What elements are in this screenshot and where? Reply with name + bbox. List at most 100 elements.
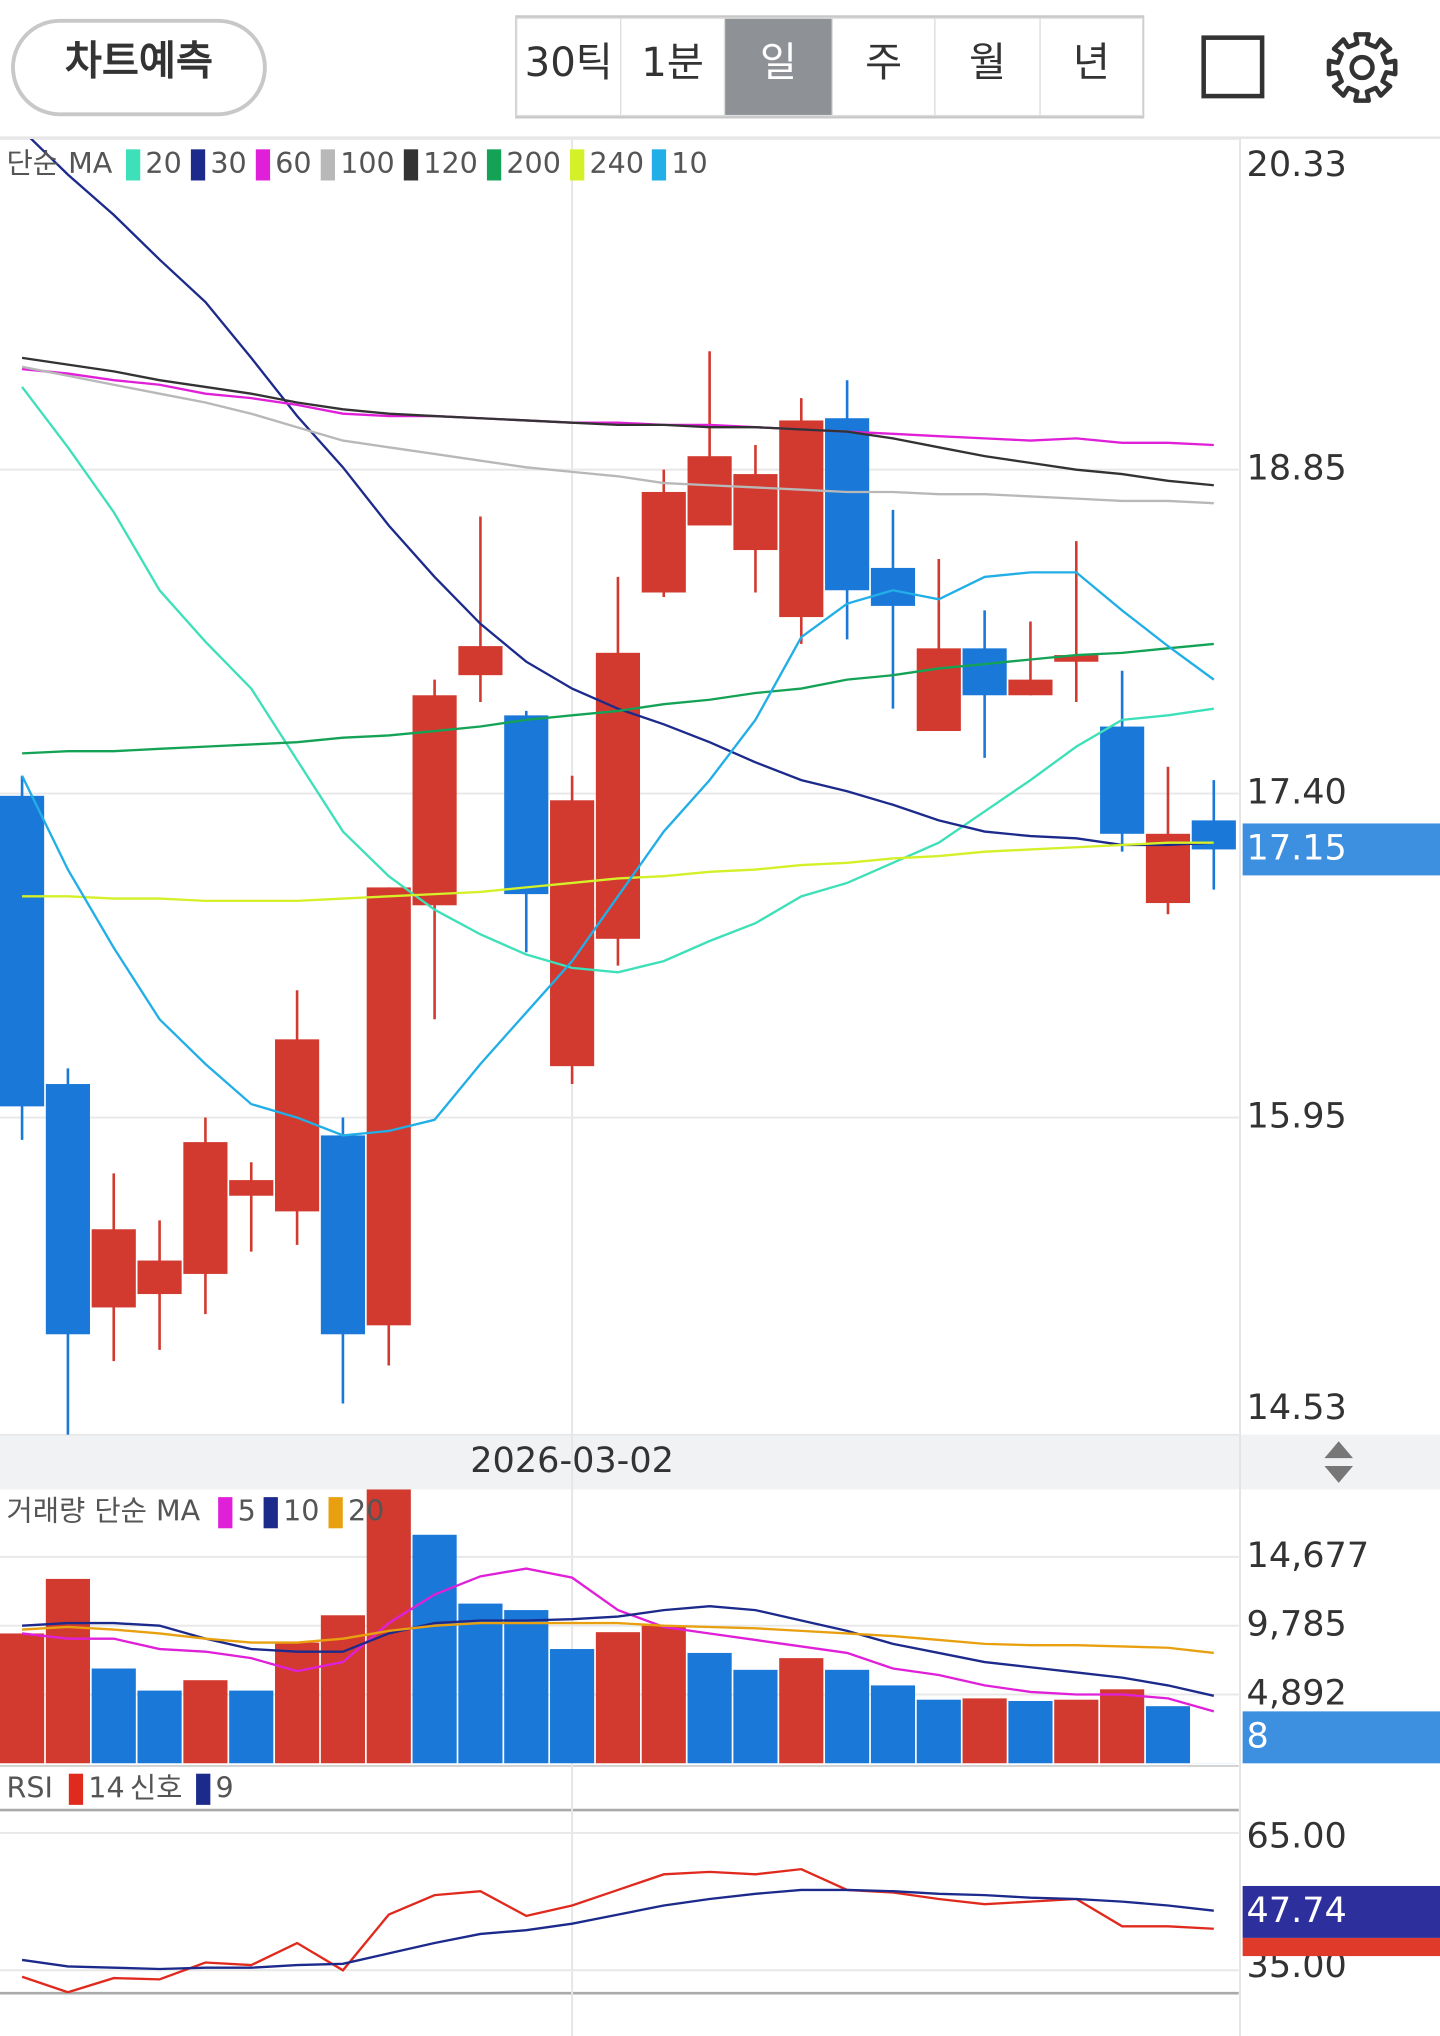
volume-bar [183,1680,228,1764]
period-label[interactable]: 30틱 [525,40,613,86]
last-value-box-secondary [1242,1937,1440,1957]
legend-swatch [403,149,419,181]
legend-swatch [68,1773,84,1805]
volume-bar [595,1632,641,1764]
legend-swatch [125,149,141,181]
candle-body [641,491,686,593]
candle-body [733,474,778,551]
predict-button-label[interactable]: 차트예측 [65,39,213,85]
indicator-line [22,841,1214,903]
legend-label: 9 [216,1770,234,1804]
volume-bar [458,1603,503,1764]
volume-bar [1145,1706,1191,1764]
candle-body [91,1229,136,1308]
legend-label: 5 [238,1494,256,1528]
volume-bar [229,1690,274,1764]
resize-down-icon[interactable] [1324,1465,1354,1483]
legend-label: 20 [145,146,181,180]
chart-layer: 2026-03-02 14.53 15.95 17.40 18.85 20.33 단순 MA… [0,137,1440,2036]
legend-label: 14 [88,1770,124,1804]
volume-bar [779,1658,824,1764]
period-selector: 30틱 1분 일 주 월 년 [515,15,1145,119]
y-tick-label: 17.40 [1247,772,1347,813]
candle-body [366,887,411,1326]
candle-body [687,456,732,526]
legend-label: 120 [423,146,478,180]
predict-button[interactable] [11,18,267,117]
volume-bar [45,1578,90,1764]
candle-body [320,1135,365,1335]
legend-title: RSI [6,1770,52,1804]
volume-bar [1054,1699,1099,1764]
legend-title: 거래량 단순 MA [6,1494,200,1528]
period-label[interactable]: 년 [1073,40,1110,86]
date-strip [0,1434,1440,1490]
volume-bar [1008,1700,1053,1764]
volume-bar [641,1625,686,1764]
volume-bar [687,1652,732,1764]
period-button[interactable] [723,17,833,117]
volume-bar [366,1489,411,1764]
indicator-line [22,642,1214,755]
volume-bar [916,1699,961,1764]
period-button[interactable] [516,17,622,117]
candle-body [870,567,916,606]
indicator-line [21,571,1215,1137]
legend-swatch [320,149,336,181]
last-value-box [1242,1711,1440,1764]
volume-bar [550,1649,595,1764]
period-label[interactable]: 1분 [641,40,704,86]
period-button[interactable] [1039,17,1144,117]
candle-body [1054,655,1099,662]
indicator-line [21,1867,1214,1994]
period-label[interactable]: 일 [760,40,797,86]
period-button[interactable] [934,17,1041,117]
candle-body [550,800,595,1067]
plot-area [21,1867,1214,1994]
legend-label: 30 [210,146,246,180]
legend-label: 10 [671,146,707,180]
legend-swatch [328,1497,343,1529]
gear-outline [1326,32,1398,103]
candle-body [458,646,503,676]
candle-body [275,1039,320,1212]
candle-body [1008,679,1053,696]
resize-up-icon[interactable] [1324,1441,1354,1459]
period-button[interactable] [831,17,936,117]
legend-swatch [218,1497,233,1529]
legend-label: 200 [506,146,561,180]
candle-body [137,1260,182,1295]
legend-swatch [196,1773,211,1805]
candle-body [962,648,1007,696]
indicator-line [21,1567,1215,1713]
indicator-line [22,1621,1214,1655]
period-label[interactable]: 월 [969,40,1006,86]
volume-bar [870,1685,916,1764]
indicator-line [22,1605,1215,1697]
last-value-label: 47.74 [1247,1890,1347,1931]
plot-area [0,138,1236,1435]
y-tick-label: 9,785 [1247,1604,1347,1645]
indicator-line [21,356,1214,487]
volume-bar [1100,1689,1145,1764]
settings-icon[interactable] [1326,32,1398,103]
period-button[interactable] [620,17,726,117]
candle-body [229,1180,274,1196]
y-tick-label: 14.53 [1247,1387,1347,1428]
candle-body [1100,726,1145,834]
volume-bar [733,1669,778,1764]
legend-label: 100 [340,146,395,180]
volume-bar [504,1610,549,1764]
last-value-label: 8 [1247,1715,1269,1756]
candle-body [825,418,870,591]
x-tick-label: 2026-03-02 [470,1440,674,1481]
last-value-box [1242,823,1440,876]
candle-body [183,1142,228,1274]
fullscreen-icon[interactable] [1201,35,1265,99]
last-value-label: 17.15 [1247,827,1347,868]
legend-label: 20 [348,1494,384,1528]
indicator-line [21,386,1214,974]
period-label[interactable]: 주 [865,40,902,86]
